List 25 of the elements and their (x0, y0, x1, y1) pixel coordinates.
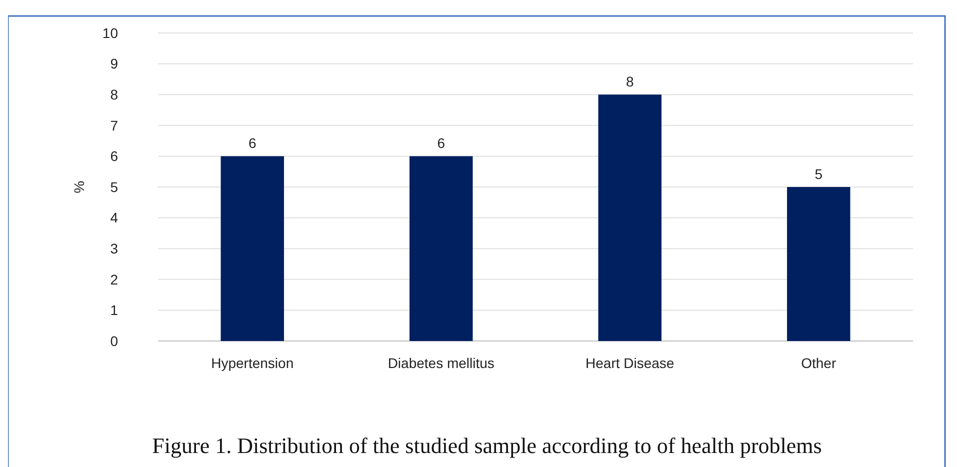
y-tick-label: 5 (110, 178, 118, 195)
x-tick-label: Other (801, 355, 836, 371)
x-tick-label: Heart Disease (586, 355, 674, 371)
y-tick-label: 9 (110, 56, 118, 72)
data-label: 6 (248, 135, 256, 152)
data-label: 8 (626, 74, 634, 90)
y-tick-label: 1 (110, 302, 118, 318)
bar (220, 156, 284, 341)
bar (410, 156, 473, 341)
data-label: 6 (437, 135, 446, 152)
y-axis-title: % (71, 180, 87, 194)
y-tick-label: 3 (110, 240, 118, 256)
x-tick-label: Hypertension (211, 355, 294, 371)
x-tick-label: Diabetes mellitus (388, 355, 494, 371)
y-tick-label: 8 (110, 86, 118, 102)
bar (787, 187, 850, 341)
y-tick-label: 0 (110, 332, 118, 349)
y-tick-label: 10 (102, 24, 118, 41)
bar (598, 94, 662, 341)
y-tick-label: 6 (110, 148, 118, 164)
data-label: 5 (814, 166, 823, 182)
y-tick-label: 4 (110, 210, 118, 226)
text: Figure 1. Distribution of the studied sample according to of health problems (152, 433, 822, 458)
y-tick-label: 2 (110, 271, 118, 288)
y-tick-label: 7 (110, 117, 118, 134)
